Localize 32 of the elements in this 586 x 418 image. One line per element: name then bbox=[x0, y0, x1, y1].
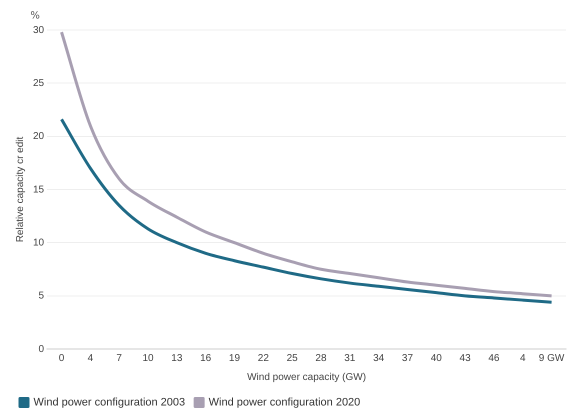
y-tick-label: 15 bbox=[33, 184, 45, 196]
y-tick-label: 5 bbox=[38, 290, 45, 302]
text: % bbox=[30, 10, 40, 22]
x-tick-label: 43 bbox=[460, 352, 472, 364]
x-tick-label: 0 bbox=[58, 352, 65, 364]
x-tick-label: 37 bbox=[402, 352, 414, 364]
legend-label: Wind power configuration 2003 bbox=[34, 396, 186, 409]
y-tick-label: 30 bbox=[33, 24, 45, 36]
legend-label: Wind power configuration 2020 bbox=[208, 396, 360, 409]
y-tick-label: 25 bbox=[33, 78, 45, 89]
x-tick-label: 31 bbox=[344, 352, 356, 364]
x-tick-label: 46 bbox=[488, 352, 500, 364]
y-axis-title: Relative capacity cr edit bbox=[14, 136, 26, 242]
x-tick-label: 4 bbox=[88, 352, 94, 364]
x-tick-label: 13 bbox=[171, 352, 183, 364]
y-tick-label: 10 bbox=[33, 237, 45, 248]
x-tick-label: 9 GW bbox=[538, 352, 565, 364]
x-tick-label: 4 bbox=[520, 352, 526, 364]
line-series bbox=[60, 118, 554, 304]
x-tick-label: 19 bbox=[228, 352, 240, 364]
x-tick-label: 40 bbox=[430, 352, 442, 364]
x-tick-label: 7 bbox=[116, 352, 122, 364]
line-series bbox=[60, 30, 554, 298]
y-tick-label: 20 bbox=[33, 131, 45, 142]
y-tick-label: 0 bbox=[38, 344, 45, 355]
x-tick-label: 25 bbox=[286, 352, 298, 364]
x-axis-title: Wind power capacity (GW) bbox=[247, 372, 366, 383]
x-tick-label: 28 bbox=[315, 352, 327, 364]
x-tick-label: 22 bbox=[258, 352, 270, 364]
x-tick-label: 10 bbox=[142, 352, 154, 364]
x-tick-label: 16 bbox=[200, 352, 212, 364]
x-tick-label: 34 bbox=[373, 352, 385, 364]
